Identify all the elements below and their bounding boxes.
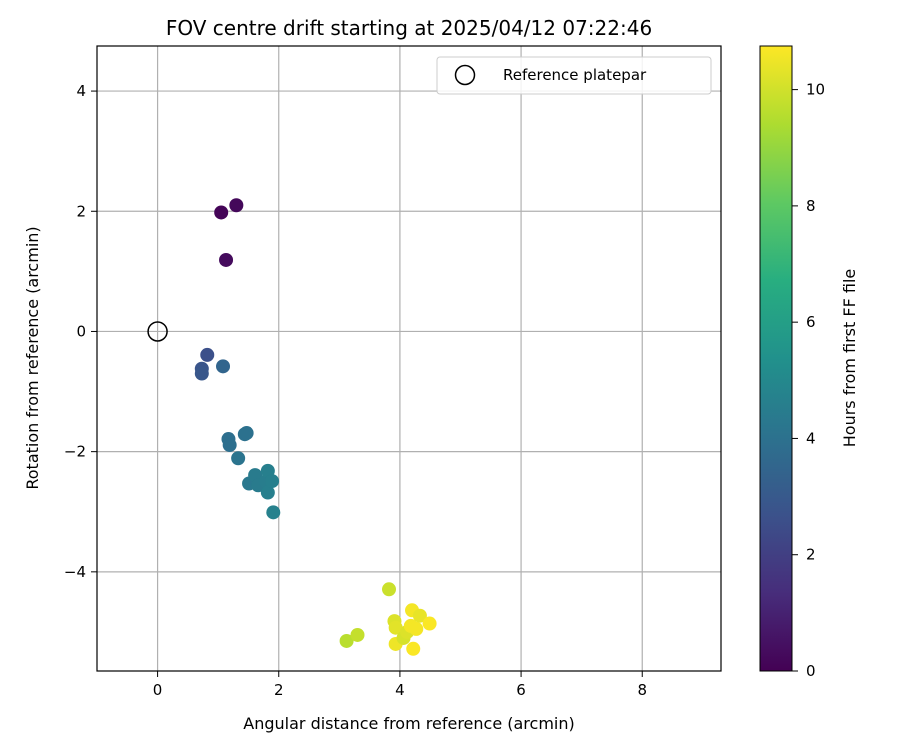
y-tick-label: 0 (76, 322, 86, 340)
x-tick-label: 4 (395, 681, 405, 699)
chart-title: FOV centre drift starting at 2025/04/12 … (166, 16, 652, 40)
x-tick-label: 6 (516, 681, 526, 699)
x-tick-label: 2 (274, 681, 284, 699)
data-point (350, 627, 365, 642)
legend-marker (454, 64, 476, 86)
colorbar-tick-label: 4 (806, 429, 816, 447)
grid-lines (97, 46, 721, 671)
data-point (216, 359, 231, 374)
data-point (406, 641, 421, 656)
data-point (412, 608, 427, 623)
axis-ticks: 0 2 4 6 8 −4 −2 0 2 4 (64, 82, 647, 699)
data-point (214, 205, 229, 220)
colorbar-tick-label: 0 (806, 662, 816, 680)
data-point (265, 474, 280, 489)
colorbar-label: Hours from first FF file (840, 269, 859, 448)
reference-platepar-marker (147, 321, 168, 342)
colorbar-tick-label: 10 (806, 81, 825, 99)
data-point (219, 252, 234, 267)
colorbar-tick-label: 6 (806, 313, 816, 331)
colorbar-tick-label: 8 (806, 197, 816, 215)
y-tick-label: −4 (64, 563, 86, 581)
data-point (239, 426, 254, 441)
legend-box (436, 56, 712, 95)
data-point (339, 633, 354, 648)
x-tick-label: 8 (637, 681, 647, 699)
data-point (194, 366, 209, 381)
data-point (266, 505, 281, 520)
data-point (229, 198, 244, 213)
data-points (194, 198, 437, 656)
data-point (382, 582, 397, 597)
legend: Reference platepar (436, 56, 712, 95)
colorbar-ticks: 0 2 4 6 8 10 (792, 81, 825, 680)
colorbar-tick-label: 2 (806, 546, 816, 564)
x-axis-label: Angular distance from reference (arcmin) (243, 714, 574, 733)
data-point (409, 621, 424, 636)
y-tick-label: −2 (64, 443, 86, 461)
data-point (231, 451, 246, 466)
data-point (200, 347, 215, 362)
legend-entry-reference: Reference platepar (503, 66, 647, 84)
x-tick-label: 0 (153, 681, 163, 699)
y-tick-label: 2 (76, 202, 86, 220)
data-point (222, 438, 237, 453)
plot-frame (96, 45, 722, 672)
colorbar-gradient (759, 45, 793, 672)
data-point (260, 485, 275, 500)
data-point (422, 616, 437, 631)
colorbar: 0 2 4 6 8 10 Hours from first FF file (759, 45, 859, 680)
y-axis-label: Rotation from reference (arcmin) (23, 226, 42, 489)
data-point (388, 620, 403, 635)
y-tick-label: 4 (76, 82, 86, 100)
